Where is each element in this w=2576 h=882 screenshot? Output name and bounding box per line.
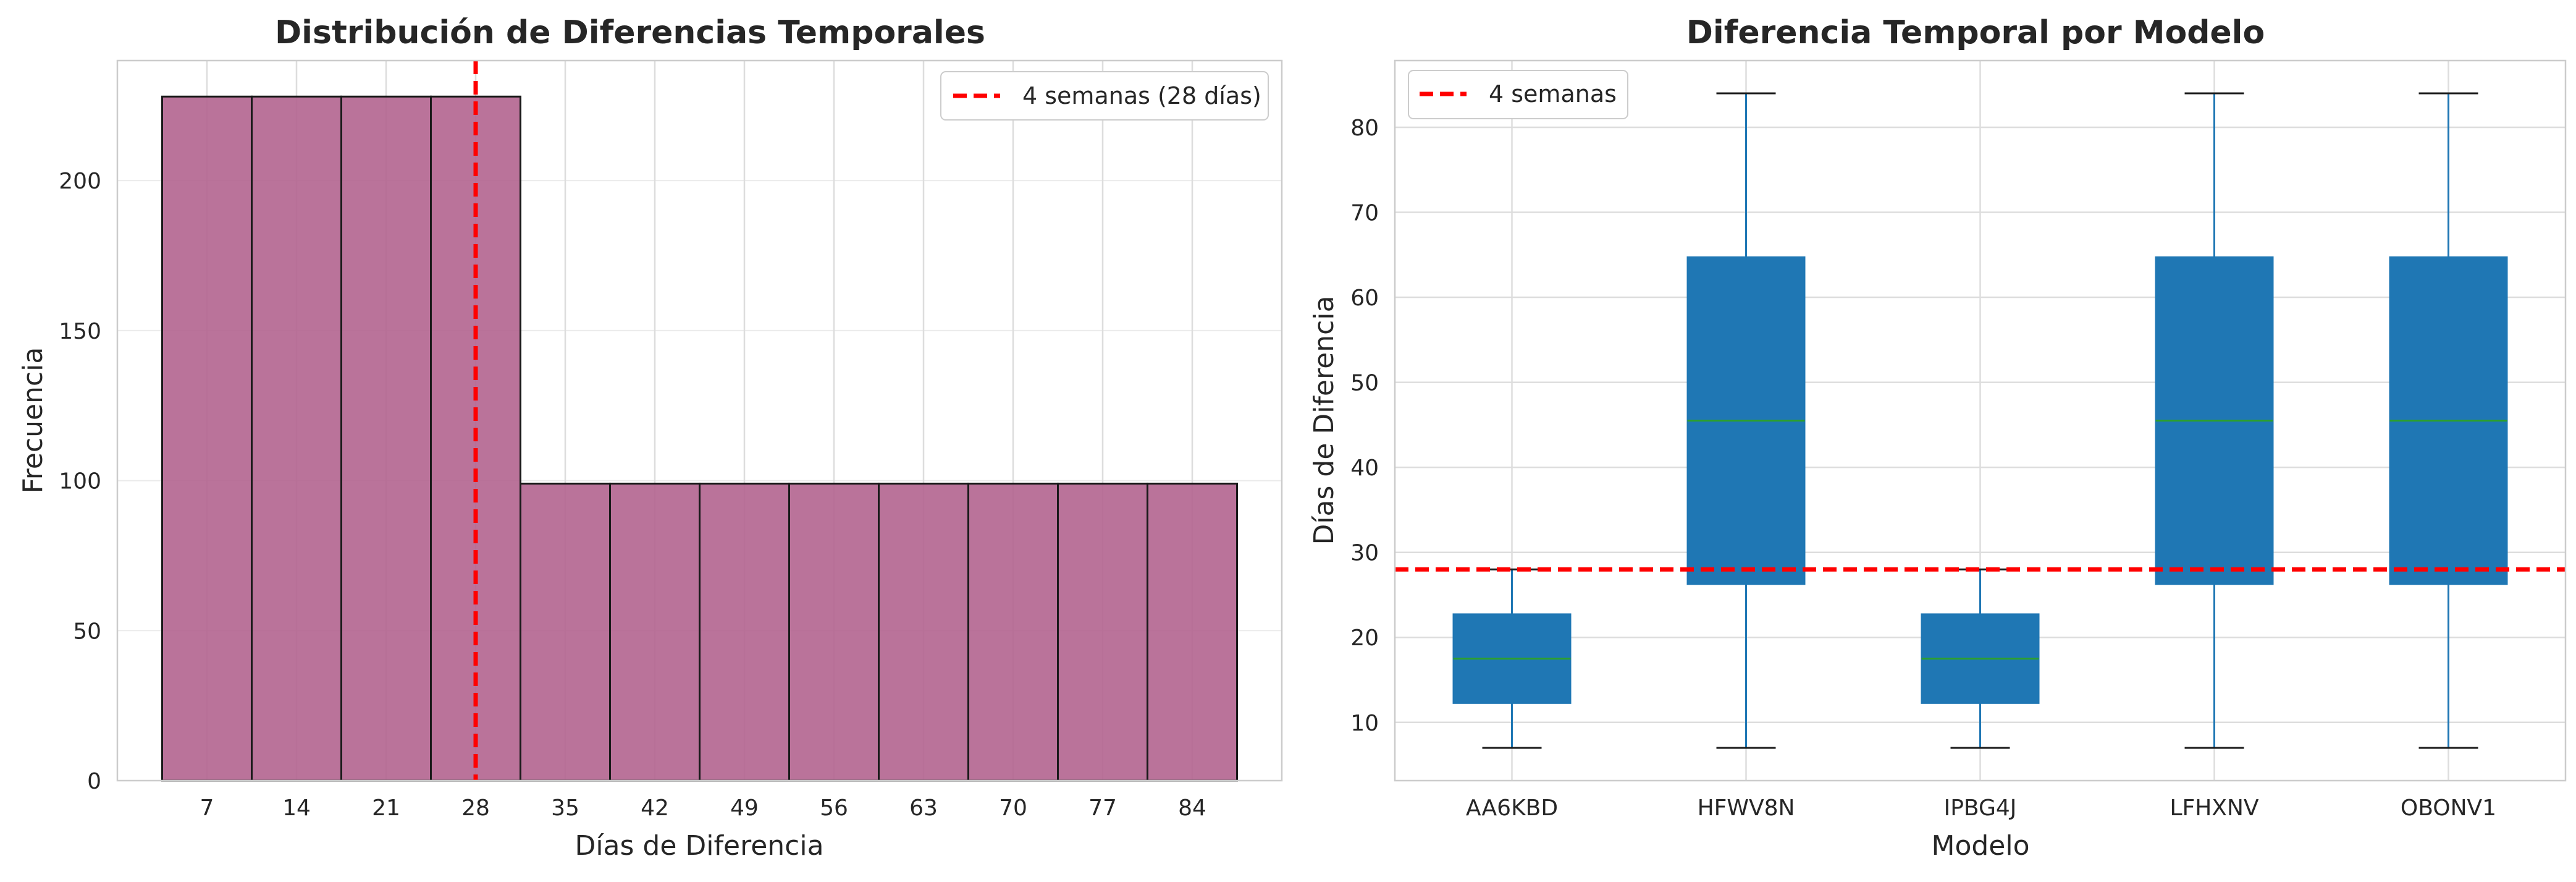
boxplot-x-tick-label: LFHXNV bbox=[2170, 795, 2258, 821]
histogram-bars bbox=[161, 95, 1238, 782]
histogram-x-ticks: 7 14 21 28 35 42 49 56 63 70 77 84 bbox=[200, 795, 1206, 821]
histogram-y-tick-label: 200 bbox=[59, 169, 101, 194]
histogram-bar bbox=[251, 95, 342, 782]
boxplot-y-tick-label: 20 bbox=[1350, 625, 1379, 651]
histogram-y-tick-label: 100 bbox=[59, 469, 101, 494]
boxplot-y-tick-label: 50 bbox=[1350, 371, 1379, 396]
boxplot-x-label: Modelo bbox=[1931, 830, 2029, 862]
boxplot-y-tick-label: 70 bbox=[1350, 201, 1379, 226]
boxplot-y-label: Días de Diferencia bbox=[1308, 295, 1340, 545]
histogram-x-tick-label: 21 bbox=[372, 795, 400, 821]
histogram-x-tick-label: 28 bbox=[461, 795, 490, 821]
histogram-frame bbox=[116, 59, 1283, 782]
boxplot-y-tick-label: 80 bbox=[1350, 116, 1379, 141]
histogram-legend-label: 4 semanas (28 días) bbox=[1022, 82, 1261, 109]
histogram-x-tick-label: 77 bbox=[1088, 795, 1117, 821]
boxplot-y-tick-label: 30 bbox=[1350, 541, 1379, 566]
boxplot-legend-label: 4 semanas bbox=[1489, 80, 1617, 108]
histogram-legend-box bbox=[940, 71, 1269, 121]
histogram-x-tick-label: 14 bbox=[282, 795, 311, 821]
histogram-bar bbox=[340, 95, 432, 782]
boxplot-x-ticks: AA6KBD HFWV8N IPBG4J LFHXNV OBONV1 bbox=[1466, 795, 2496, 821]
histogram-bar bbox=[878, 482, 969, 782]
boxplot-y-tick-label: 10 bbox=[1350, 711, 1379, 736]
histogram-x-tick-label: 84 bbox=[1178, 795, 1206, 821]
boxplot-x-tick-label: AA6KBD bbox=[1466, 795, 1558, 821]
box-ipbg4j bbox=[1921, 568, 2040, 749]
boxplot-y-ticks: 10 20 30 40 50 60 70 80 bbox=[1350, 116, 1379, 736]
histogram-bar bbox=[161, 95, 253, 782]
histogram-y-tick-label: 50 bbox=[73, 619, 101, 644]
box-aa6kbd bbox=[1452, 568, 1572, 749]
histogram-x-label: Días de Diferencia bbox=[575, 830, 823, 862]
boxplot-chart: Diferencia Temporal por Modelo AA6KBD HFW… bbox=[1308, 14, 2567, 862]
boxplot-x-tick-label: HFWV8N bbox=[1698, 795, 1795, 821]
histogram-bar bbox=[1057, 482, 1148, 782]
boxplot-frame bbox=[1394, 59, 2567, 782]
boxplot-y-tick-label: 60 bbox=[1350, 286, 1379, 311]
histogram-bar bbox=[967, 482, 1059, 782]
histogram-bar bbox=[1147, 482, 1238, 782]
box-hfwv8n bbox=[1686, 92, 1806, 749]
boxplot-legend: 4 semanas bbox=[1408, 70, 1628, 119]
box-obonv1 bbox=[2389, 92, 2508, 749]
histogram-title: Distribución de Diferencias Temporales bbox=[275, 14, 985, 51]
boxplot-x-tick-label: OBONV1 bbox=[2401, 795, 2496, 821]
boxplot-y-tick-label: 40 bbox=[1350, 456, 1379, 481]
box-lfhxnv bbox=[2155, 92, 2274, 749]
boxplot-legend-box bbox=[1408, 70, 1628, 119]
histogram-y-tick-label: 0 bbox=[87, 769, 101, 794]
histogram-x-tick-label: 70 bbox=[999, 795, 1027, 821]
boxplot-x-tick-label: IPBG4J bbox=[1944, 795, 2017, 821]
histogram-y-label: Frecuencia bbox=[17, 347, 49, 494]
histogram-bar bbox=[699, 482, 790, 782]
histogram-x-tick-label: 35 bbox=[551, 795, 579, 821]
histogram-chart: Distribución de Diferencias Temporales 7… bbox=[17, 14, 1283, 862]
histogram-bar bbox=[520, 482, 611, 782]
histogram-x-tick-label: 49 bbox=[730, 795, 759, 821]
histogram-bar bbox=[609, 482, 701, 782]
histogram-x-tick-label: 42 bbox=[641, 795, 669, 821]
histogram-y-tick-label: 150 bbox=[59, 319, 101, 344]
histogram-x-tick-label: 56 bbox=[820, 795, 848, 821]
histogram-legend: 4 semanas (28 días) bbox=[940, 71, 1269, 121]
histogram-x-tick-label: 63 bbox=[909, 795, 938, 821]
histogram-y-ticks: 0 50 100 150 200 bbox=[59, 169, 101, 794]
histogram-bar bbox=[788, 482, 880, 782]
boxplot-boxes bbox=[1452, 92, 2508, 749]
histogram-x-tick-label: 7 bbox=[200, 795, 214, 821]
boxplot-title: Diferencia Temporal por Modelo bbox=[1686, 14, 2265, 51]
